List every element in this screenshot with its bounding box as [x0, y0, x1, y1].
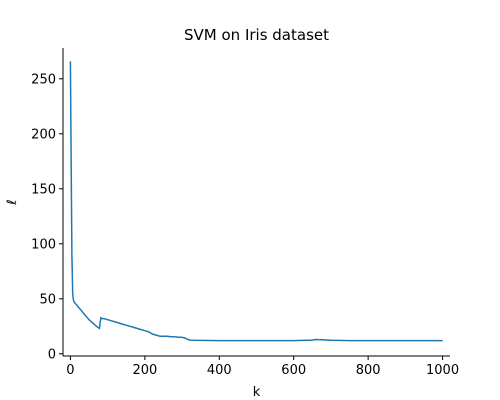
x-axis-label: k [253, 385, 261, 400]
y-axis-label: ℓ [5, 199, 20, 205]
x-tick-label: 1000 [426, 363, 459, 378]
chart-title: SVM on Iris dataset [184, 26, 329, 44]
y-tick-label: 250 [31, 72, 56, 87]
y-tick-label: 150 [31, 182, 56, 197]
y-tick-label: 200 [31, 127, 56, 142]
x-tick-label: 200 [132, 363, 157, 378]
x-tick-label: 400 [207, 363, 232, 378]
plot-area: 0 200 400 600 800 1000 0 50 100 150 200 250 [31, 48, 459, 378]
y-tick-label: 50 [39, 292, 56, 307]
y-tick-label: 100 [31, 237, 56, 252]
y-tick-label: 0 [48, 347, 56, 362]
x-tick-label: 600 [281, 363, 306, 378]
series-line-0 [69, 61, 443, 342]
x-tick-label: 800 [356, 363, 381, 378]
x-tick-label: 0 [66, 363, 74, 378]
